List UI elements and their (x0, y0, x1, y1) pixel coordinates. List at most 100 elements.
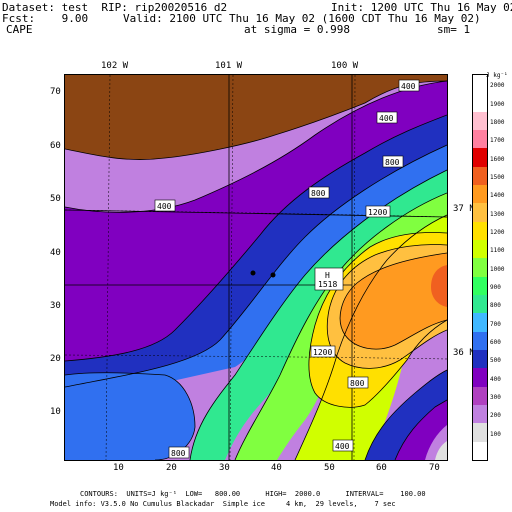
x-tick-50: 50 (324, 463, 335, 473)
legend-swatch (473, 166, 487, 186)
meridian-100w (353, 75, 356, 460)
legend-level-label: 1700 (490, 137, 505, 145)
field-teal (190, 170, 447, 460)
x-tick-40: 40 (271, 463, 282, 473)
legend-level-label: 500 (490, 357, 501, 365)
legend-level-label: 2000 (490, 82, 505, 90)
contour-label-text: 1200 (368, 208, 387, 217)
x-tick-60: 60 (376, 463, 387, 473)
contour-line (65, 114, 447, 362)
high-marker-value: 1518 (318, 280, 337, 289)
longitude-label-102w: 102 W (101, 61, 129, 71)
longitude-label-100w: 100 W (331, 61, 359, 71)
contour-label-text: 800 (171, 449, 186, 458)
legend-swatch (473, 441, 487, 461)
contours-info: CONTOURS: UNITS=J kg⁻¹ LOW= 800.00 HIGH=… (80, 490, 426, 498)
contour-label-box (168, 446, 190, 459)
legend-level-label: 100 (490, 430, 501, 438)
station-markers (250, 270, 276, 278)
contour-line (65, 80, 447, 160)
smoothing-label: sm= 1 (437, 23, 471, 36)
contour-label-box (332, 439, 354, 452)
contour-label-box (310, 345, 336, 358)
y-tick-10: 10 (50, 407, 61, 417)
legend-level-label: 1200 (490, 228, 505, 236)
contour-line (364, 369, 447, 460)
legend-swatch (473, 240, 487, 259)
color-legend (472, 74, 488, 461)
legend-level-label: 700 (490, 320, 501, 328)
x-tick-20: 20 (166, 463, 177, 473)
x-tick-10: 10 (113, 463, 124, 473)
contour-label-text: 400 (157, 202, 172, 211)
meridian-101w (229, 75, 234, 460)
legend-swatch (473, 258, 487, 278)
legend-swatch (473, 386, 487, 406)
legend-swatch (473, 368, 487, 388)
contour-line (234, 192, 447, 460)
sigma-level-label: at sigma = 0.998 (244, 23, 350, 36)
contour-label-text: 1200 (313, 348, 332, 357)
contour-line (394, 399, 447, 460)
legend-level-label: 1000 (490, 265, 505, 273)
contour-label-text: 400 (401, 82, 416, 91)
latitude-label-36n: 36 N (453, 348, 475, 358)
contour-label-box (376, 111, 398, 124)
latitude-label-37n: 37 N (453, 204, 475, 214)
station-dot (270, 272, 276, 278)
field-name-label: CAPE (6, 23, 33, 36)
parallel-37n (65, 209, 447, 218)
legend-level-label: 1600 (490, 155, 505, 163)
legend-level-label: 900 (490, 283, 501, 291)
y-tick-30: 30 (50, 301, 61, 311)
legend-swatch (473, 276, 487, 296)
legend-level-label: 1300 (490, 210, 505, 218)
contour-label-box (308, 186, 330, 199)
legend-swatch (473, 405, 487, 424)
y-tick-60: 60 (50, 141, 61, 151)
init-time-label: Init: 1200 UTC Thu 16 May 02 (331, 1, 512, 14)
y-tick-50: 50 (50, 194, 61, 204)
contour-line (339, 252, 447, 350)
legend-swatch (473, 313, 487, 333)
contour-label-texts: 400 400 800 800 400 1200 1200 800 400 80… (157, 82, 416, 458)
legend-swatch (473, 130, 487, 149)
cape-map: 400 400 800 800 400 1200 1200 800 400 80… (64, 74, 448, 461)
lat-lon-grid (65, 75, 447, 460)
forecast-hour-label: Fcst: 9.00 (2, 12, 89, 25)
contour-label-boxes (154, 79, 420, 459)
legend-swatch (473, 295, 487, 314)
model-info: Model info: V3.5.0 No Cumulus Blackadar … (50, 500, 396, 508)
legend-unit-label: J kg⁻¹ (486, 72, 508, 79)
field-purple (65, 81, 447, 379)
legend-level-label: 1100 (490, 247, 505, 255)
x-tick-70: 70 (429, 463, 440, 473)
contour-line (65, 80, 447, 213)
field-orange (340, 253, 447, 350)
legend-level-label: 1800 (490, 118, 505, 126)
x-tick-30: 30 (219, 463, 230, 473)
legend-swatch (473, 93, 487, 113)
legend-level-label: 1500 (490, 173, 505, 181)
y-tick-40: 40 (50, 248, 61, 258)
legend-swatch (473, 111, 487, 131)
legend-level-label: 200 (490, 412, 501, 420)
legend-swatch (473, 350, 487, 369)
high-marker-symbol: H (325, 271, 330, 280)
contour-label-box (398, 79, 420, 92)
field-gray-southeast (435, 441, 447, 460)
legend-swatch (473, 148, 487, 168)
contour-label-box (154, 199, 176, 212)
contour-line (65, 144, 447, 388)
legend-swatch (473, 423, 487, 443)
field-blue (65, 115, 447, 387)
legend-swatch (473, 185, 487, 204)
contour-line (326, 244, 447, 369)
field-brown (65, 75, 447, 160)
dataset-label: Dataset: test RIP: rip20020516 d2 (2, 1, 228, 14)
legend-level-label: 1400 (490, 192, 505, 200)
legend-swatch (473, 221, 487, 241)
contour-label-box (365, 205, 391, 218)
legend-swatch (473, 75, 487, 94)
contour-label-text: 400 (335, 442, 350, 451)
